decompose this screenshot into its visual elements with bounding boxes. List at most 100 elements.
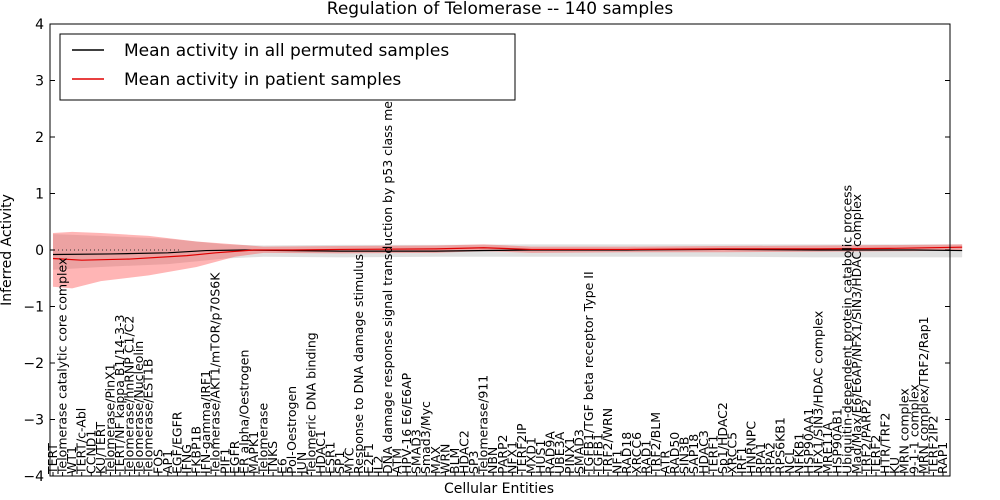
x-tick-label: AP1: [160, 450, 175, 474]
x-tick-label: RPA1: [753, 442, 768, 474]
y-tick-label: 1: [35, 187, 44, 203]
y-tick-label: −4: [23, 469, 44, 485]
x-tick-label: Pol-Oestrogen: [284, 386, 299, 474]
x-tick-label: RPS6KB1: [772, 417, 787, 474]
x-tick-label: PIF1: [217, 448, 232, 474]
x-tick-label: ER alpha/Oestrogen: [236, 350, 251, 474]
x-tick-label: Telomerase/911: [476, 375, 491, 475]
x-tick-label: TERF2IP: [514, 423, 529, 475]
x-tick-label: EGFR: [227, 440, 242, 474]
x-tick-label: SIN3B: [677, 437, 692, 475]
legend-label-1: Mean activity in all permuted samples: [124, 41, 449, 61]
x-tick-label: Telomeric DNA binding: [303, 332, 318, 475]
series-line-2: [52, 246, 963, 261]
x-tick-label: KU/TERT: [93, 421, 108, 474]
legend: Mean activity in all permuted samples Mea…: [59, 33, 516, 101]
y-axis-label: Inferred Activity: [0, 194, 15, 306]
x-tick-label: ATR: [657, 450, 672, 474]
x-tick-label: TERF2: [868, 435, 883, 475]
legend-box: [59, 33, 516, 101]
y-tick-label: 4: [35, 17, 44, 33]
x-tick-label: RAP1: [935, 442, 950, 474]
x-tick-label: Smad3/Myc: [418, 401, 433, 474]
x-tick-label: MRN complex: [897, 388, 912, 474]
y-tick-label: 0: [35, 243, 44, 259]
x-tick-label: RAD1: [638, 440, 653, 474]
x-tick-label: MAPK1: [246, 431, 261, 474]
x-tick-label: MYC: [342, 447, 357, 474]
band-series-2: [53, 231, 963, 289]
x-tick-label: SMAD3: [571, 429, 586, 474]
x-tick-label: DNA damage response signal transduction …: [380, 63, 395, 474]
x-tick-label: SAP18: [686, 434, 701, 474]
x-tick-label: ESR1: [323, 442, 338, 474]
x-tick-label: TERF2IP2: [925, 415, 940, 475]
x-tick-label: TGFB1: [590, 433, 605, 475]
x-tick-label: TERF1: [705, 435, 720, 475]
x-tick-label: TERT: [45, 443, 60, 475]
x-tick-label: NFKB1: [791, 433, 806, 474]
x-tick-label: SP1: [332, 451, 347, 474]
x-tick-label: KU: [887, 457, 902, 474]
x-tick-label: MXD1: [523, 437, 538, 474]
x-tick-label: Telomerase catalytic core complex: [55, 258, 70, 475]
x-tick-label: HSP90AB1: [830, 408, 845, 474]
y-tick-label: 2: [35, 130, 44, 146]
y-tick-label: −2: [23, 356, 44, 372]
x-tick-label: HUS1: [533, 440, 548, 474]
x-tick-label: JUN: [294, 452, 309, 475]
x-tick-label: RPA2: [763, 442, 778, 474]
x-tick-label: Mad/Max/E6/E6AP/NFX1/SIN3/HDAC complex: [849, 194, 864, 474]
x-tick-label: Telomerase/hnRNP C1/C2: [122, 316, 137, 475]
x-tick-label: HDAC3: [696, 430, 711, 474]
x-tick-label: FOS: [150, 449, 165, 474]
x-tick-label: XRCC6: [629, 432, 644, 474]
x-tick-label: IFN-gamma/IRF1: [198, 370, 213, 474]
x-tick-label: Telomerase/EST1B: [141, 359, 156, 475]
x-tick-label: NF1: [610, 450, 625, 475]
x-tick-label: PARP2: [495, 435, 510, 474]
x-tick-label: SP3: [466, 451, 481, 474]
x-tick-label: TNKS: [265, 441, 280, 475]
chart-title: Regulation of Telomerase -- 140 samples: [327, 0, 674, 19]
x-axis-label: Cellular Entities: [444, 481, 554, 497]
x-tick-label: 9-1-1 complex: [906, 384, 921, 474]
x-tick-label: TGFB1/TGF beta receptor Type II: [581, 271, 596, 475]
x-tick-label: E2F1: [361, 443, 376, 474]
x-tick-label: HDAC1: [313, 430, 328, 474]
x-tick-label: Sp1/HDAC2: [715, 402, 730, 474]
x-tick-label: NCL: [782, 449, 797, 474]
x-tick-label: HSP90AA1: [801, 408, 816, 474]
x-tick-label: NFX1: [504, 441, 519, 474]
x-tick-label: MRN complex/TRF2/Rap1: [916, 316, 931, 474]
x-tick-label: CCND1: [83, 430, 98, 474]
x-tick-label: NBN: [485, 447, 500, 474]
x-tick-label: BLM: [447, 448, 462, 474]
x-tick-label: HPV-16 E6/E6AP: [399, 372, 414, 474]
x-tick-label: MAX: [428, 446, 443, 474]
x-tick-label: RAD9A: [543, 431, 558, 474]
x-tick-label: HDAC2: [457, 430, 472, 474]
series-line-1: [52, 248, 963, 256]
x-tick-label: TRF2/WRN: [600, 408, 615, 475]
x-tick-label: RAD50: [667, 432, 682, 474]
x-tick-label: TRF2/BLM: [648, 412, 663, 475]
x-tick-label: ATM: [390, 448, 405, 474]
x-tick-label: FKBP1B: [189, 426, 204, 474]
band-series-1: [53, 234, 963, 270]
x-tick-label: Telomerase/AKT1/mTOR/p70S6K: [208, 272, 223, 475]
x-tick-label: XRCC5: [724, 432, 739, 474]
x-tick-label: HNRNPC: [744, 421, 759, 474]
series-lines: [52, 246, 963, 261]
x-tick-label: RAD18: [619, 432, 634, 474]
x-tick-label: Telomerase/Nucleolin: [131, 341, 146, 475]
x-tick-label: IRF1: [734, 446, 749, 474]
x-tick-label: NFX1/SIN3/HDAC complex: [811, 311, 826, 474]
y-tick-label: −1: [23, 300, 44, 316]
y-tick-label: −3: [23, 413, 44, 429]
x-tick-label: PINX1: [562, 437, 577, 474]
x-tick-label: TRF2/PARP2: [858, 399, 873, 475]
x-tick-label: MRE11A: [820, 422, 835, 474]
